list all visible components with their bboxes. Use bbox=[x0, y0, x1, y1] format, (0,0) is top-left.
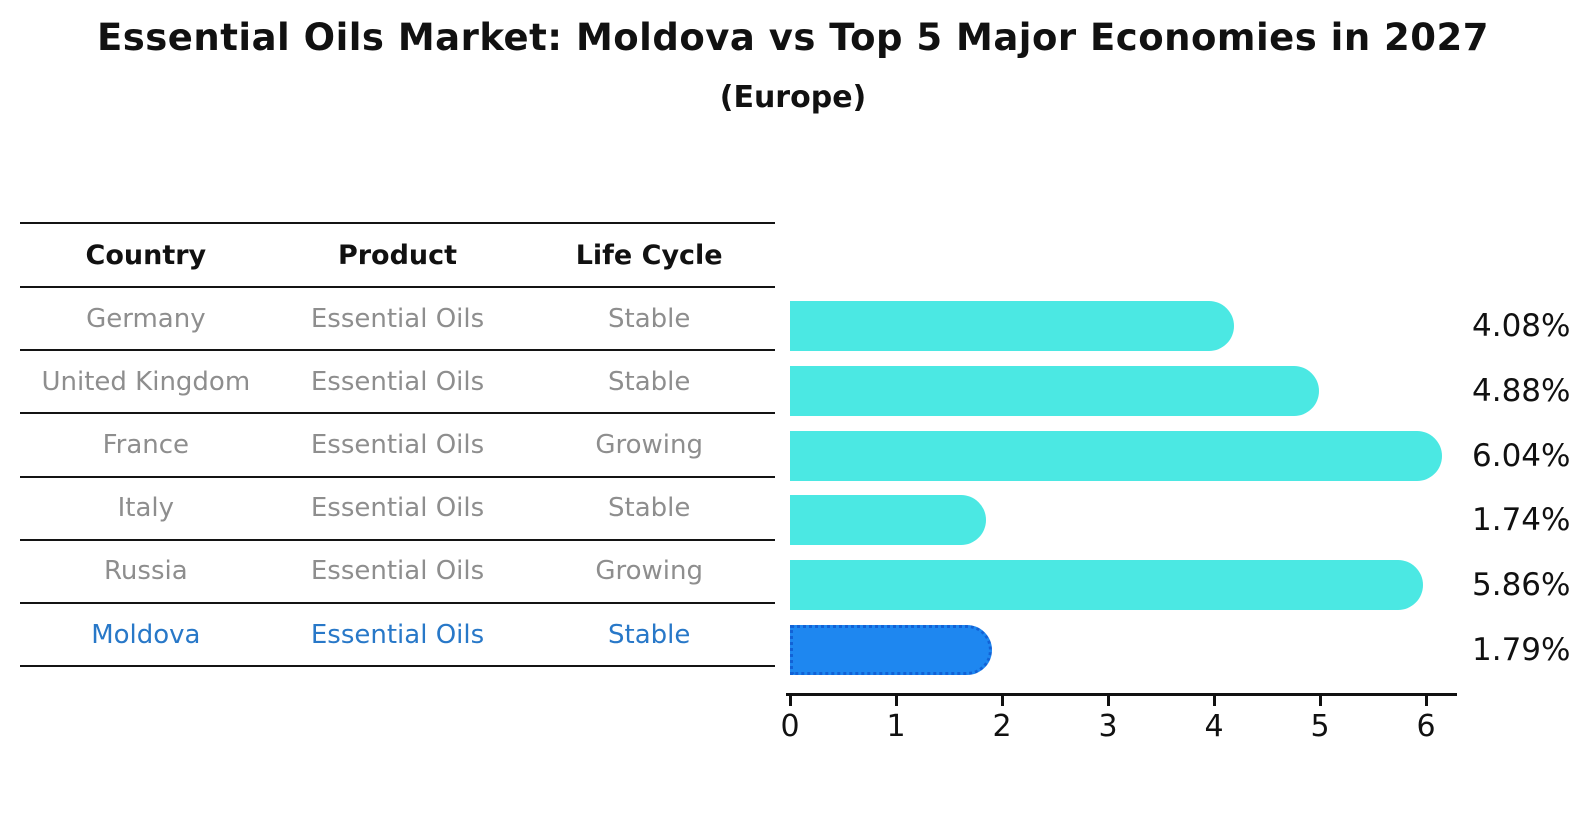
x-axis-tick-label: 6 bbox=[1416, 709, 1436, 744]
cell-product: Essential Oils bbox=[310, 303, 485, 334]
header-country: Country bbox=[85, 239, 207, 271]
cell-country: Germany bbox=[86, 303, 206, 334]
bar-value-label: 5.86% bbox=[1472, 567, 1571, 604]
bar-value-label: 4.88% bbox=[1472, 372, 1571, 409]
x-axis-tick-label: 5 bbox=[1310, 709, 1330, 744]
bar-italy bbox=[790, 495, 987, 546]
x-axis-tick bbox=[1425, 696, 1428, 706]
bar-france bbox=[790, 430, 1443, 481]
cell-life-cycle: Stable bbox=[608, 493, 691, 524]
bar-germany bbox=[790, 301, 1235, 351]
cell-product: Essential Oils bbox=[310, 493, 485, 524]
bar-value-label: 4.08% bbox=[1472, 308, 1571, 344]
x-axis-tick bbox=[1319, 696, 1322, 706]
header-life-cycle: Life Cycle bbox=[575, 239, 723, 271]
cell-life-cycle: Stable bbox=[608, 366, 691, 397]
x-axis-tick-label: 3 bbox=[1098, 709, 1118, 744]
header-product: Product bbox=[337, 239, 458, 271]
cell-life-cycle: Stable bbox=[608, 619, 691, 650]
page-title: Essential Oils Market: Moldova vs Top 5 … bbox=[96, 16, 1490, 59]
table-header-row: Country Product Life Cycle bbox=[20, 224, 775, 288]
bar-russia bbox=[790, 560, 1424, 611]
cell-life-cycle: Stable bbox=[608, 303, 691, 334]
x-axis-tick bbox=[1107, 696, 1110, 706]
page-subtitle: (Europe) bbox=[719, 80, 867, 115]
bar-value-label: 6.04% bbox=[1472, 437, 1571, 474]
table-row: France Essential Oils Growing bbox=[20, 414, 775, 478]
x-axis-tick bbox=[1213, 696, 1216, 706]
x-axis-tick bbox=[1001, 696, 1004, 706]
cell-country: Italy bbox=[117, 493, 175, 524]
cell-country: Moldova bbox=[91, 619, 201, 650]
x-axis-tick-label: 1 bbox=[886, 709, 906, 744]
table-row: Moldova Essential Oils Stable bbox=[20, 604, 775, 668]
x-axis-tick-label: 2 bbox=[992, 709, 1012, 744]
x-axis-tick-label: 0 bbox=[780, 709, 800, 744]
cell-life-cycle: Growing bbox=[595, 556, 703, 587]
table-body: Germany Essential Oils Stable United Kingdo… bbox=[20, 288, 775, 668]
table-row: Germany Essential Oils Stable bbox=[20, 288, 775, 352]
cell-product: Essential Oils bbox=[310, 429, 485, 460]
x-axis-tick bbox=[789, 696, 792, 706]
country-table: Country Product Life Cycle Germany Essent… bbox=[20, 222, 775, 668]
cell-product: Essential Oils bbox=[310, 366, 485, 397]
bar-moldova-highlighted bbox=[790, 625, 992, 675]
x-axis-tick-label: 4 bbox=[1204, 709, 1224, 744]
table-row: United Kingdom Essential Oils Stable bbox=[20, 351, 775, 415]
table-row: Russia Essential Oils Growing bbox=[20, 541, 775, 604]
cell-country: United Kingdom bbox=[41, 366, 251, 397]
cell-product: Essential Oils bbox=[310, 619, 485, 650]
cell-country: France bbox=[102, 429, 190, 460]
bar-value-label: 1.79% bbox=[1472, 632, 1571, 668]
table-row: Italy Essential Oils Stable bbox=[20, 478, 775, 541]
cell-life-cycle: Growing bbox=[595, 429, 703, 460]
x-axis-line bbox=[786, 693, 1457, 696]
cell-product: Essential Oils bbox=[310, 556, 485, 587]
x-axis-tick bbox=[895, 696, 898, 706]
bar-value-label: 1.74% bbox=[1472, 502, 1571, 539]
cell-country: Russia bbox=[104, 556, 188, 587]
bar-united-kingdom bbox=[790, 365, 1320, 416]
